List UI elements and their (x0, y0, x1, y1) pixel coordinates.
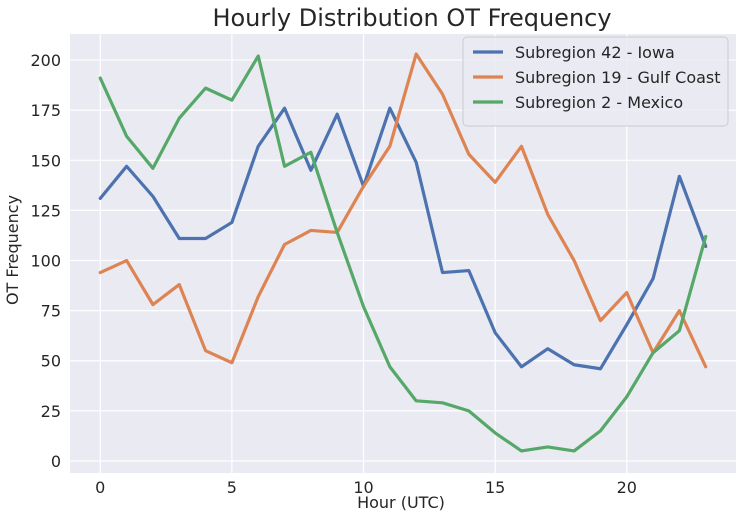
y-tick-label: 125 (30, 201, 61, 220)
y-tick-label: 175 (30, 101, 61, 120)
y-tick-label: 150 (30, 151, 61, 170)
y-tick-label: 50 (41, 352, 61, 371)
legend-label: Subregion 2 - Mexico (515, 93, 683, 112)
x-tick-label: 5 (227, 478, 237, 497)
y-axis-label: OT Frequency (3, 195, 22, 305)
x-tick-label: 0 (95, 478, 105, 497)
series-lines (98, 52, 708, 453)
x-tick-label: 15 (485, 478, 505, 497)
y-tick-label: 100 (30, 252, 61, 271)
y-tick-label: 25 (41, 402, 61, 421)
y-tick-label: 200 (30, 51, 61, 70)
x-tick-label: 10 (353, 478, 373, 497)
series-line-subregion-2-mexico (98, 54, 708, 453)
legend: Subregion 42 - Iowa Subregion 19 - Gulf C… (462, 36, 729, 127)
x-axis-label: Hour (UTC) (357, 493, 445, 512)
series-line-subregion-42-iowa (98, 106, 708, 371)
legend-label: Subregion 42 - Iowa (515, 43, 675, 62)
series-line-subregion-19-gulf-coast (98, 52, 708, 369)
y-tick-label: 75 (41, 302, 61, 321)
x-tick-label: 20 (617, 478, 637, 497)
y-tick-label: 0 (51, 452, 61, 471)
y-axis-ticks: 0 25 50 75 100 125 150 175 200 (30, 51, 61, 471)
legend-frame (462, 36, 729, 127)
chart-title: Hourly Distribution OT Frequency (212, 4, 611, 32)
legend-label: Subregion 19 - Gulf Coast (515, 68, 721, 87)
x-axis-ticks: 0 5 10 15 20 (95, 478, 637, 497)
